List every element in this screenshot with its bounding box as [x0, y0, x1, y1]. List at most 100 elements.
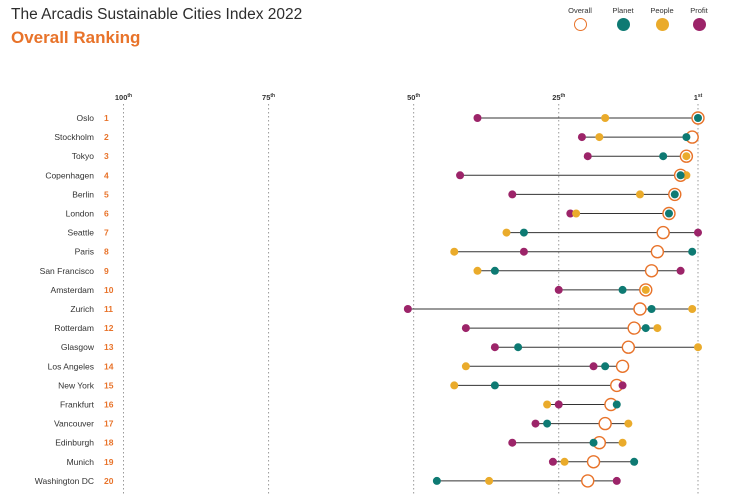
legend-label-people: People: [650, 6, 674, 15]
people-dot-paris: [450, 247, 459, 256]
people-dot-copenhagen: [682, 171, 691, 180]
profit-dot-amsterdam: [554, 285, 563, 294]
city-label-vancouver: Vancouver: [54, 419, 94, 429]
planet-dot-berlin: [670, 190, 679, 199]
legend-marker-people: [655, 18, 669, 31]
city-label-washington-dc: Washington DC: [35, 476, 94, 486]
overall-dot-zurich: [633, 302, 647, 316]
planet-dot-glasgow: [514, 343, 523, 352]
tick-suffix-50: th: [415, 93, 420, 99]
tick-label-25: 25th: [552, 93, 565, 102]
overall-dot-rotterdam: [627, 321, 641, 335]
city-label-munich: Munich: [67, 457, 95, 467]
people-dot-london: [572, 209, 581, 218]
planet-dot-stockholm: [682, 133, 691, 142]
overall-dot-vancouver: [598, 416, 612, 431]
planet-dot-frankfurt: [612, 400, 621, 409]
planet-dot-los-angeles: [601, 362, 610, 371]
overall-dot-washington-dc: [581, 474, 595, 488]
city-label-san-francisco: San Francisco: [40, 266, 95, 276]
tick-suffix-25: th: [561, 93, 566, 99]
city-label-oslo: Oslo: [77, 113, 95, 123]
tick-label-50: 50th: [407, 93, 420, 102]
legend-label-planet: Planet: [612, 6, 634, 15]
planet-dot-amsterdam: [618, 285, 627, 294]
rank-label-tokyo: 3: [104, 151, 109, 161]
tick-suffix-1: st: [698, 93, 703, 99]
profit-dot-munich: [548, 457, 557, 466]
legend-marker-planet: [616, 18, 630, 31]
people-dot-new-york: [450, 381, 459, 390]
rank-label-stockholm: 2: [104, 132, 109, 142]
legend-label-overall: Overall: [568, 6, 592, 15]
profit-dot-tokyo: [583, 152, 592, 161]
city-label-seattle: Seattle: [68, 228, 95, 238]
city-label-new-york: New York: [58, 380, 95, 390]
legend-item-overall: Overall: [560, 6, 600, 31]
profit-dot-washington-dc: [612, 476, 621, 485]
profit-dot-berlin: [508, 190, 517, 199]
city-label-zurich: Zurich: [70, 304, 94, 314]
profit-dot-new-york: [618, 381, 627, 390]
planet-dot-zurich: [647, 305, 656, 313]
people-dot-vancouver: [624, 419, 633, 428]
chart-subtitle: Overall Ranking: [11, 28, 141, 47]
city-label-berlin: Berlin: [72, 189, 94, 199]
people-dot-seattle: [502, 228, 511, 237]
rank-label-london: 6: [104, 209, 109, 219]
people-dot-frankfurt: [543, 400, 552, 409]
rank-label-oslo: 1: [104, 113, 109, 123]
planet-dot-seattle: [519, 228, 528, 237]
planet-dot-vancouver: [543, 419, 552, 428]
city-label-london: London: [66, 209, 95, 219]
profit-dot-glasgow: [490, 343, 499, 352]
planet-dot-washington-dc: [432, 476, 441, 485]
planet-dot-paris: [688, 247, 697, 256]
overall-dot-munich: [586, 455, 601, 469]
planet-dot-edinburgh: [589, 438, 598, 447]
legend-marker-overall: [573, 18, 587, 31]
tick-label-1: 1st: [694, 93, 703, 102]
rank-label-amsterdam: 10: [104, 285, 114, 295]
people-dot-zurich: [688, 305, 697, 313]
overall-dot-seattle: [656, 225, 670, 240]
overall-dot-paris: [650, 244, 665, 259]
city-label-tokyo: Tokyo: [72, 151, 94, 161]
rank-label-seattle: 7: [104, 228, 109, 238]
people-dot-washington-dc: [485, 476, 494, 485]
people-dot-munich: [560, 457, 569, 466]
rank-label-munich: 19: [104, 457, 114, 467]
planet-dot-oslo: [694, 114, 702, 122]
overall-dot-los-angeles: [615, 359, 630, 373]
rank-label-new-york: 15: [104, 380, 114, 390]
planet-dot-london: [664, 209, 673, 218]
tick-suffix-75: th: [270, 93, 275, 99]
rank-label-paris: 8: [104, 247, 109, 257]
profit-dot-copenhagen: [456, 171, 465, 180]
planet-dot-copenhagen: [676, 171, 685, 180]
planet-dot-munich: [630, 457, 639, 466]
rank-label-edinburgh: 18: [104, 438, 114, 448]
legend-item-profit: Profit: [679, 6, 719, 31]
planet-dot-san-francisco: [490, 266, 499, 275]
rank-label-los-angeles: 14: [104, 361, 114, 371]
people-dot-glasgow: [694, 343, 702, 352]
profit-dot-zurich: [403, 305, 412, 313]
rank-label-glasgow: 13: [104, 342, 114, 352]
city-label-stockholm: Stockholm: [54, 132, 94, 142]
legend: Overall Planet People Profit: [560, 6, 725, 34]
profit-dot-rotterdam: [461, 324, 470, 333]
city-label-rotterdam: Rotterdam: [54, 323, 94, 333]
profit-dot-edinburgh: [508, 438, 517, 447]
profit-dot-london: [566, 209, 575, 218]
legend-marker-profit: [692, 18, 706, 31]
people-dot-tokyo: [682, 152, 691, 161]
people-dot-san-francisco: [473, 266, 482, 275]
rank-label-frankfurt: 16: [104, 400, 114, 410]
people-dot-los-angeles: [461, 362, 470, 371]
legend-item-people: People: [642, 6, 682, 31]
people-dot-oslo: [601, 114, 610, 122]
city-label-frankfurt: Frankfurt: [60, 400, 95, 410]
city-label-amsterdam: Amsterdam: [51, 285, 94, 295]
profit-dot-oslo: [473, 114, 482, 122]
